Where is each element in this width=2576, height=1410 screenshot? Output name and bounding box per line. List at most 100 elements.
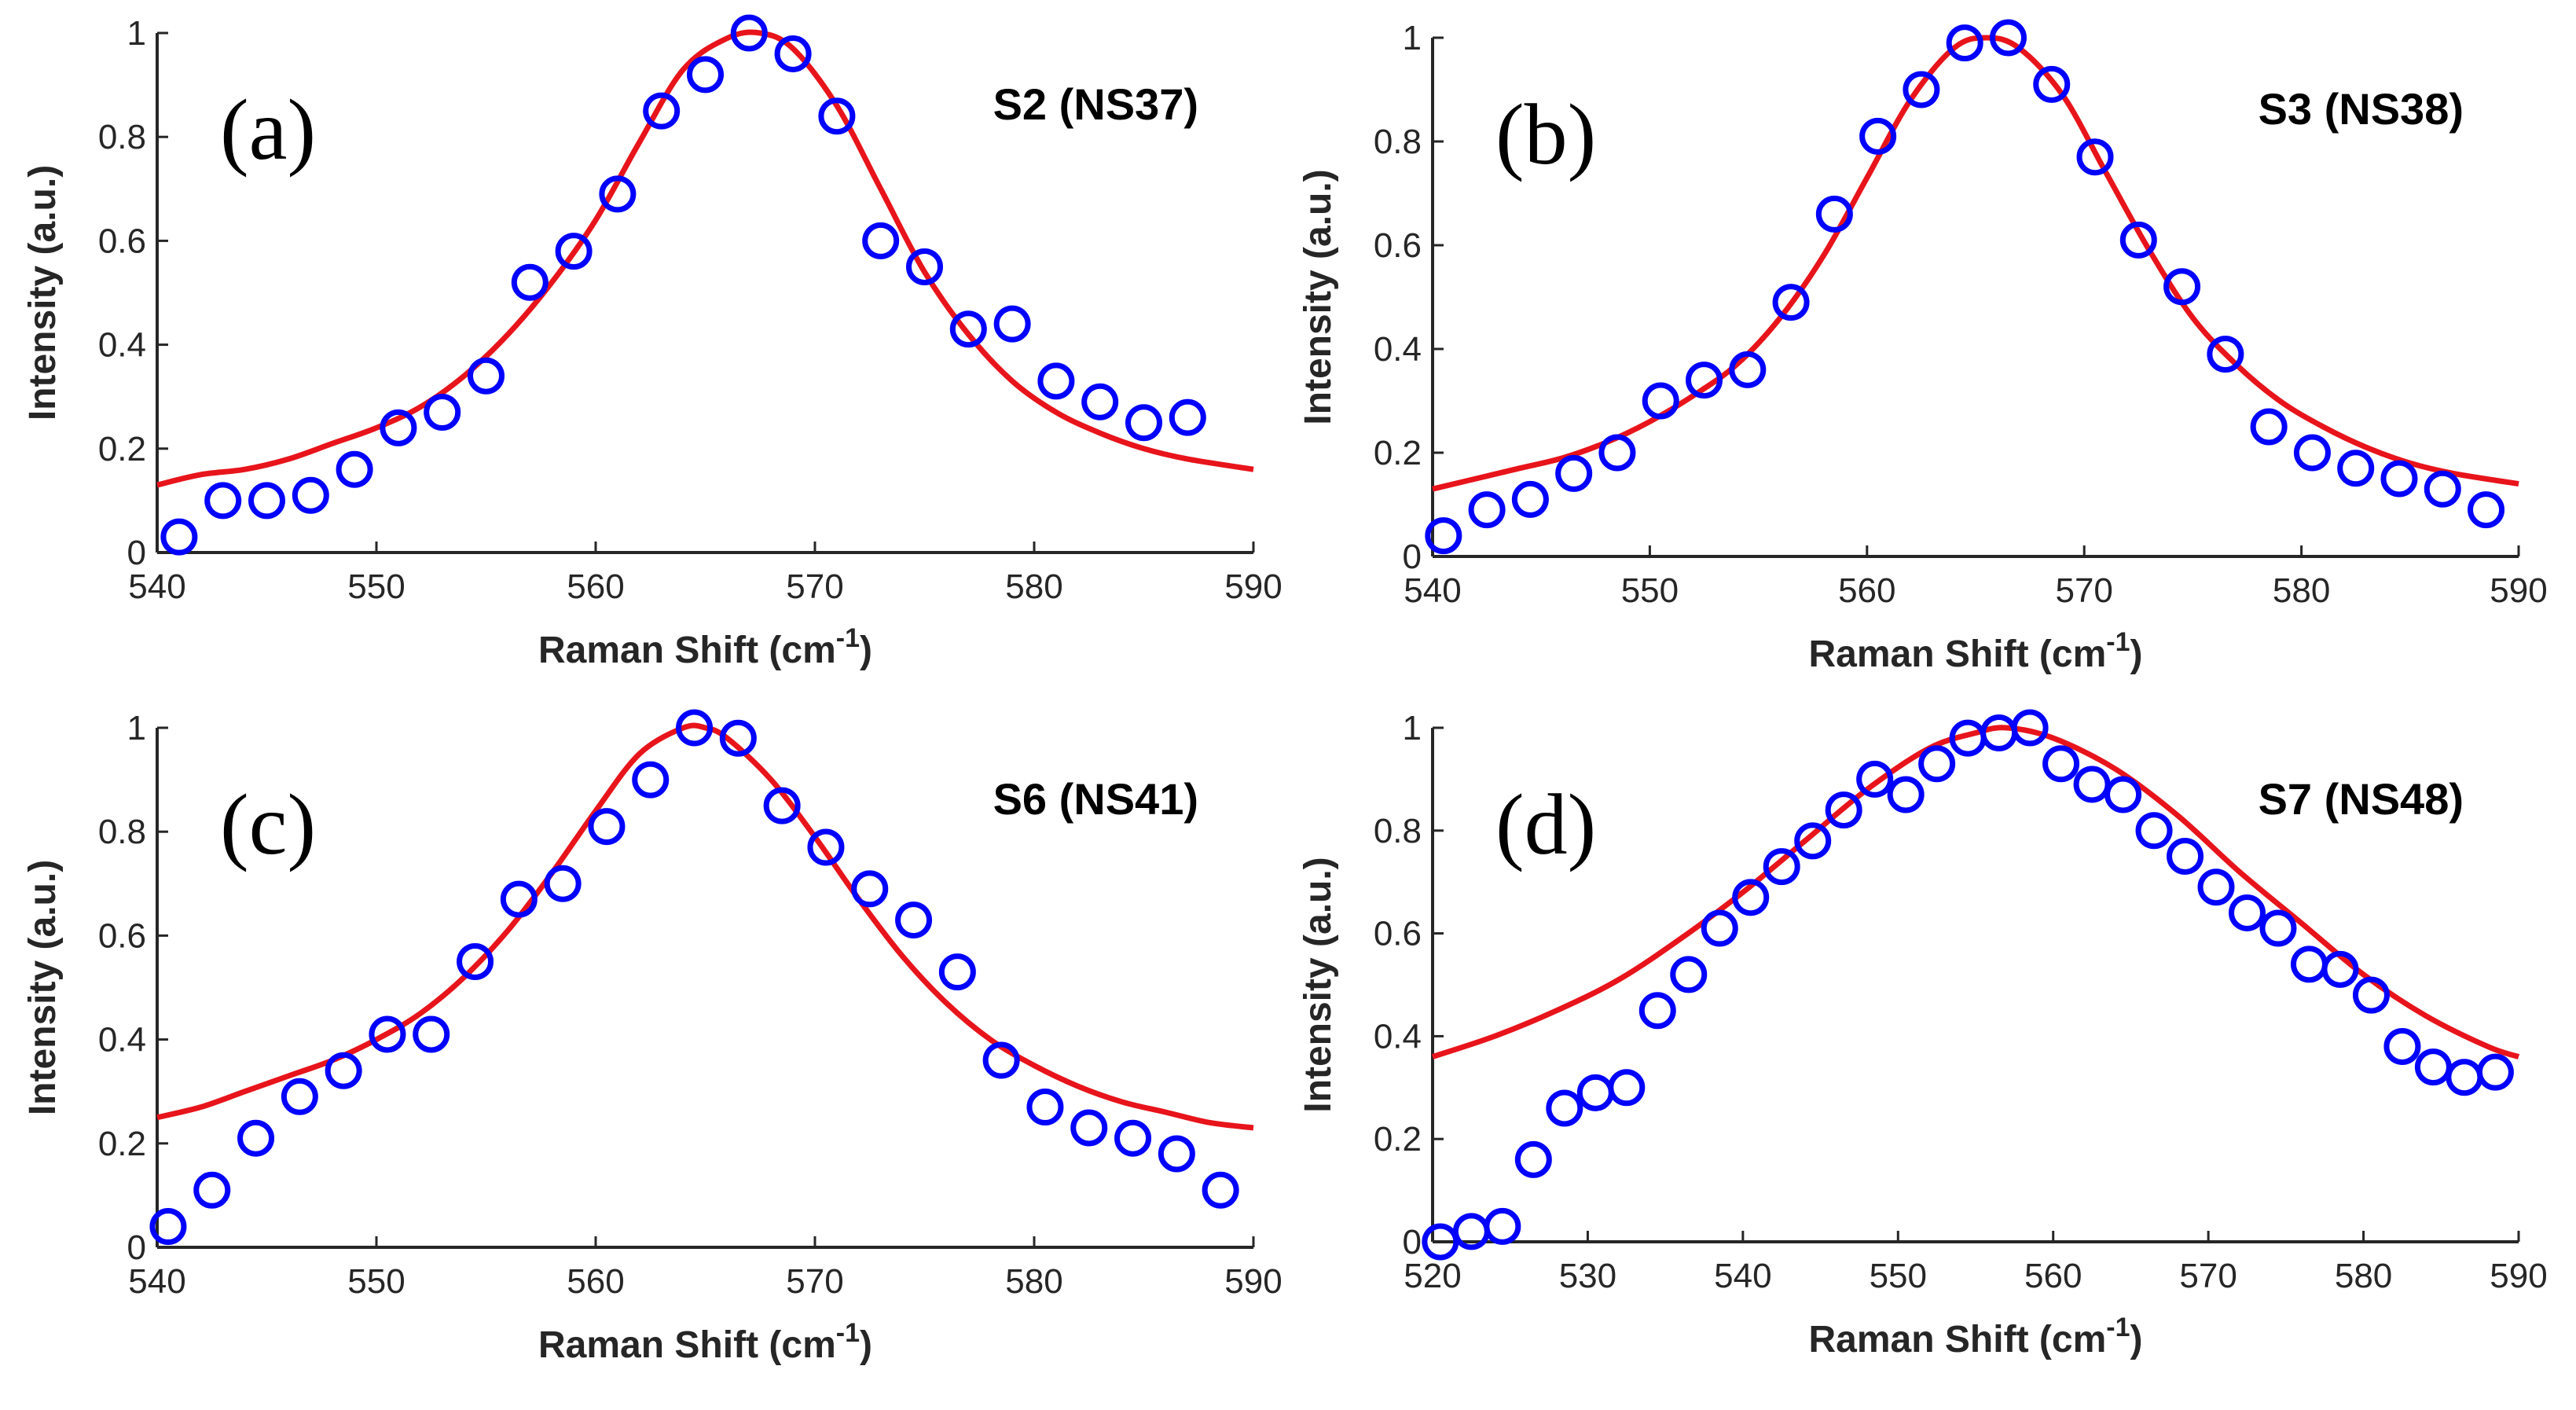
data-point xyxy=(1468,491,1506,529)
data-point xyxy=(1903,71,1940,108)
data-point xyxy=(2229,894,2266,931)
y-tick-label: 0 xyxy=(1403,538,1422,576)
data-point xyxy=(544,865,582,902)
x-axis-label-end: ) xyxy=(860,630,872,671)
x-tick-label: 540 xyxy=(1714,1257,1771,1295)
y-tick-label: 0.6 xyxy=(1374,915,1422,953)
data-point xyxy=(1514,1140,1552,1178)
y-axis-label: Intensity (a.u.) xyxy=(22,860,64,1115)
data-point xyxy=(204,482,242,520)
y-tick-label: 0.4 xyxy=(98,326,146,365)
data-point xyxy=(149,1208,187,1246)
chart-panel-c: 540 550 560 570 580 590 0 0.2 0.4 0.6 0.8 1 Raman Sh… xyxy=(22,709,1282,1366)
y-tick-label: 0.2 xyxy=(1374,434,1422,472)
y-tick-label: 0.4 xyxy=(98,1021,146,1059)
data-point xyxy=(2073,766,2111,803)
chart-panel-d: 520 530 540 550 560 570 580 590 0 0.2 0.4 0.6 0.8 1 Ra… xyxy=(1297,709,2548,1360)
data-point xyxy=(2380,460,2418,498)
sample-label: S6 (NS41) xyxy=(993,774,1198,824)
fit-curve xyxy=(1432,35,2519,492)
y-tick-label: 0.2 xyxy=(98,1125,146,1163)
data-point xyxy=(993,305,1031,343)
data-point xyxy=(2424,470,2461,508)
data-point xyxy=(2259,909,2297,947)
data-point xyxy=(1859,117,1897,155)
sample-label: S2 (NS37) xyxy=(993,79,1198,129)
x-tick-label: 590 xyxy=(2490,571,2547,610)
data-point xyxy=(1081,383,1119,420)
y-tick-label: 0.6 xyxy=(1374,226,1422,265)
data-point xyxy=(2163,268,2201,306)
data-point xyxy=(1670,956,1708,993)
data-point xyxy=(1576,1074,1614,1111)
data-point xyxy=(730,14,768,52)
data-point xyxy=(2293,434,2331,472)
data-point xyxy=(1638,992,1676,1030)
x-tick-label: 530 xyxy=(1559,1257,1616,1295)
data-point xyxy=(1158,1135,1195,1173)
data-point xyxy=(643,92,681,130)
panel-label: (a) xyxy=(220,82,316,178)
x-axis-label-superscript: -1 xyxy=(2106,1313,2130,1342)
y-tick-label: 1 xyxy=(1403,19,1422,57)
x-axis-label: Raman Shift (cm-1) xyxy=(538,1318,872,1366)
data-point xyxy=(2197,868,2235,906)
data-point xyxy=(2207,336,2244,373)
y-tick-label: 0.6 xyxy=(98,222,146,260)
x-tick-label: 590 xyxy=(2490,1257,2547,1295)
data-point xyxy=(1856,760,1894,798)
data-point xyxy=(1608,1069,1646,1107)
data-point xyxy=(2076,138,2114,176)
data-point xyxy=(500,880,538,918)
data-point xyxy=(2104,776,2142,813)
data-point xyxy=(1815,195,1853,233)
x-tick-label: 570 xyxy=(2179,1257,2237,1295)
data-point xyxy=(1763,848,1800,886)
panel-label: (d) xyxy=(1495,777,1596,872)
y-tick-label: 0.8 xyxy=(1374,812,1422,850)
data-point xyxy=(2167,838,2204,875)
data-point xyxy=(807,828,845,866)
x-tick-label: 550 xyxy=(347,1262,405,1301)
y-tick-label: 1 xyxy=(127,14,146,53)
y-tick-label: 0.6 xyxy=(98,916,146,955)
data-point xyxy=(676,709,714,747)
data-point xyxy=(1425,517,1462,555)
data-point xyxy=(1732,879,1770,916)
data-point xyxy=(2352,976,2390,1014)
y-tick-label: 0.4 xyxy=(1374,330,1422,369)
data-point xyxy=(1989,19,2027,57)
data-point xyxy=(511,263,549,301)
x-tick-label: 540 xyxy=(128,567,185,606)
data-point xyxy=(719,719,757,757)
data-point xyxy=(1701,909,1738,947)
data-point xyxy=(763,787,801,824)
y-tick-label: 0.8 xyxy=(98,118,146,156)
data-point xyxy=(1202,1171,1239,1209)
data-point xyxy=(2042,745,2080,783)
y-tick-label: 0 xyxy=(127,1228,146,1267)
data-point xyxy=(2135,812,2173,850)
data-point xyxy=(1511,480,1549,518)
data-point xyxy=(938,953,976,991)
data-point xyxy=(1555,454,1593,492)
x-tick-label: 590 xyxy=(1224,1262,1282,1301)
data-point xyxy=(2446,1059,2483,1096)
data-point xyxy=(1794,822,1832,860)
x-axis-label-superscript: -1 xyxy=(2106,627,2130,657)
y-tick-label: 0.2 xyxy=(1374,1120,1422,1158)
data-point xyxy=(1946,24,1983,62)
x-tick-label: 550 xyxy=(347,567,405,606)
data-point xyxy=(895,901,933,939)
y-tick-label: 1 xyxy=(127,709,146,747)
data-point xyxy=(982,1041,1020,1079)
x-tick-label: 570 xyxy=(786,567,843,606)
sample-label: S7 (NS48) xyxy=(2259,774,2464,824)
x-axis-label-end: ) xyxy=(860,1324,872,1366)
data-point xyxy=(2476,1053,2514,1091)
x-tick-label: 570 xyxy=(786,1262,843,1301)
panel-label: (c) xyxy=(220,777,316,872)
x-tick-label: 590 xyxy=(1224,567,1282,606)
data-point xyxy=(413,1015,450,1053)
